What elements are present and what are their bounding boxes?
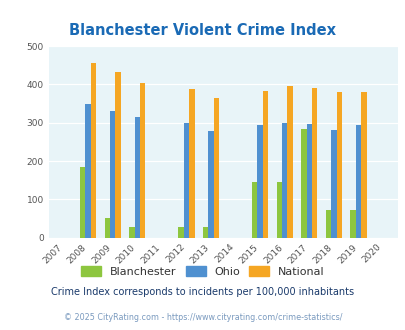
Bar [330, 130, 336, 238]
Bar [355, 125, 360, 238]
Bar [202, 227, 208, 238]
Bar [213, 98, 219, 238]
Bar [252, 182, 257, 238]
Bar [287, 85, 292, 238]
Bar [85, 104, 91, 238]
Bar [360, 92, 366, 238]
Bar [129, 227, 134, 238]
Text: Crime Index corresponds to incidents per 100,000 inhabitants: Crime Index corresponds to incidents per… [51, 287, 354, 297]
Bar [301, 128, 306, 238]
Bar [183, 123, 189, 238]
Bar [140, 82, 145, 238]
Bar [276, 182, 281, 238]
Legend: Blanchester, Ohio, National: Blanchester, Ohio, National [77, 261, 328, 281]
Bar [336, 92, 341, 238]
Bar [325, 210, 330, 238]
Bar [80, 167, 85, 238]
Bar [257, 125, 262, 238]
Bar [110, 111, 115, 238]
Bar [178, 227, 183, 238]
Text: Blanchester Violent Crime Index: Blanchester Violent Crime Index [69, 23, 336, 38]
Bar [262, 91, 268, 238]
Bar [208, 131, 213, 238]
Text: © 2025 CityRating.com - https://www.cityrating.com/crime-statistics/: © 2025 CityRating.com - https://www.city… [64, 313, 341, 322]
Bar [134, 117, 140, 238]
Bar [115, 72, 120, 238]
Bar [306, 124, 311, 238]
Bar [104, 218, 110, 238]
Bar [189, 89, 194, 238]
Bar [311, 87, 317, 238]
Bar [350, 210, 355, 238]
Bar [281, 123, 287, 238]
Bar [91, 63, 96, 238]
